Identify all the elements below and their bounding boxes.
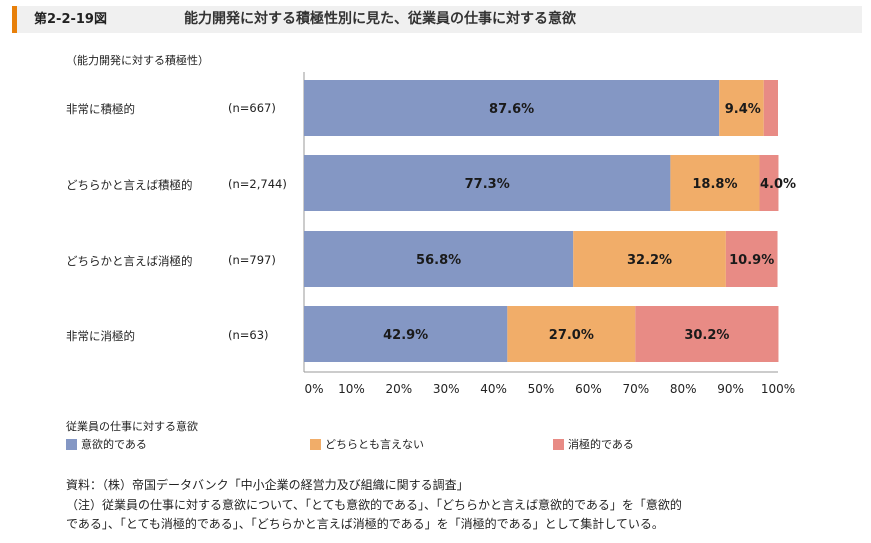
stacked-bar-chart: 87.6% 9.4% 77.3% 18.8% 4.0% 56.8% 32.2% 10.9% 42… <box>303 72 796 396</box>
footnote-line-2: である」、「とても消極的である」、「どちらかと言えば消極的である」を「消極的であ… <box>66 517 664 531</box>
data-label: 56.8% <box>416 253 461 268</box>
bar-segment <box>725 231 778 287</box>
row-sample-size: (n=667) <box>228 101 276 115</box>
group-axis-label: （能力開発に対する積極性） <box>66 54 209 67</box>
bar-segment <box>507 306 636 362</box>
bar-segment <box>759 155 779 211</box>
bar-segment <box>670 155 760 211</box>
bar-segment <box>304 306 508 362</box>
legend-title: 従業員の仕事に対する意欲 <box>66 420 198 433</box>
footnote-line-1: （注）従業員の仕事に対する意欲について、「とても意欲的である」、「どちらかと言え… <box>66 498 682 512</box>
legend-swatch <box>553 438 564 450</box>
bar-segment <box>635 306 779 362</box>
row-sample-size: (n=63) <box>228 328 269 342</box>
x-tick-label: 20% <box>385 382 412 396</box>
x-tick-label: 60% <box>575 382 602 396</box>
x-tick-label: 100% <box>761 382 795 396</box>
legend-label: 消極的である <box>568 438 634 451</box>
bar-segment <box>763 80 778 136</box>
row-label: どちらかと言えば積極的 <box>66 178 193 192</box>
data-label: 77.3% <box>465 177 510 192</box>
data-label: 10.9% <box>729 253 774 268</box>
x-tick-label: 40% <box>480 382 507 396</box>
bar-segment <box>719 80 764 136</box>
figure-header: 第2-2-19図 能力開発に対する積極性別に見た、従業員の仕事に対する意欲 <box>12 6 862 33</box>
legend-item-neutral: どちらとも言えない <box>310 436 424 452</box>
bar-segment <box>304 80 720 136</box>
x-tick-label: 30% <box>433 382 460 396</box>
bar-segment <box>304 231 574 287</box>
x-tick-label: 10% <box>338 382 365 396</box>
row-sample-size: (n=2,744) <box>228 177 287 191</box>
figure-number: 第2-2-19図 <box>34 12 107 27</box>
x-tick-label: 80% <box>670 382 697 396</box>
data-label: 30.2% <box>684 328 729 343</box>
data-label: 18.8% <box>692 177 737 192</box>
bar-segment <box>304 155 671 211</box>
data-label: 42.9% <box>383 328 428 343</box>
data-label: 32.2% <box>627 253 672 268</box>
row-label: どちらかと言えば消極的 <box>66 254 193 268</box>
row-sample-size: (n=797) <box>228 253 276 267</box>
legend-label: 意欲的である <box>81 438 147 451</box>
row-label: 非常に消極的 <box>66 329 135 343</box>
legend-swatch <box>66 438 77 450</box>
legend-item-unmotivated: 消極的である <box>553 436 634 452</box>
data-label: 27.0% <box>549 328 594 343</box>
data-label: 9.4% <box>725 102 761 117</box>
x-tick-label: 90% <box>717 382 744 396</box>
legend-swatch <box>310 438 321 450</box>
header-accent-bar <box>12 6 17 33</box>
source-note: 資料：（株）帝国データバンク「中小企業の経営力及び組織に関する調査」 <box>66 478 469 492</box>
bar-segment <box>573 231 726 287</box>
x-tick-label: 70% <box>622 382 649 396</box>
x-tick-label: 50% <box>528 382 555 396</box>
data-label: 4.0% <box>760 177 796 192</box>
legend-item-motivated: 意欲的である <box>66 436 147 452</box>
row-label: 非常に積極的 <box>66 102 135 116</box>
data-label: 87.6% <box>489 102 534 117</box>
x-tick-label: 0% <box>304 382 323 396</box>
legend-label: どちらとも言えない <box>325 438 424 451</box>
figure-title: 能力開発に対する積極性別に見た、従業員の仕事に対する意欲 <box>184 11 576 27</box>
